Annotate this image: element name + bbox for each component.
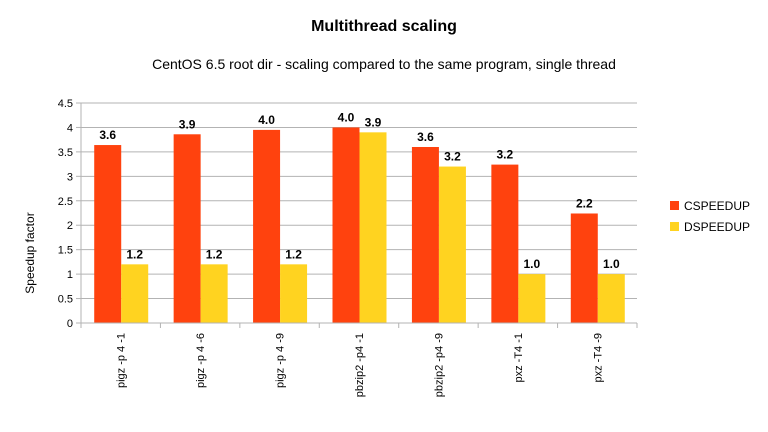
y-tick-label: 4.5	[58, 98, 73, 110]
x-category-label: pbzip2 -p4 -9	[433, 333, 445, 397]
y-tick-label: 0.5	[58, 294, 73, 306]
legend-swatch	[670, 222, 679, 231]
bar-cspeedup	[94, 145, 122, 323]
data-label: 3.2	[497, 148, 514, 162]
x-category-label: pbzip2 -p4 -1	[354, 333, 366, 397]
bar-cspeedup	[173, 134, 201, 323]
bar-dspeedup	[518, 274, 546, 323]
data-label: 3.9	[365, 115, 382, 129]
y-tick-label: 2	[67, 220, 73, 232]
data-label: 3.2	[444, 150, 461, 164]
data-label: 1.2	[285, 247, 302, 261]
bar-cspeedup	[253, 129, 281, 323]
chart-subtitle: CentOS 6.5 root dir - scaling compared t…	[152, 56, 616, 72]
y-tick-label: 1	[67, 269, 73, 281]
bar-cspeedup	[332, 127, 360, 323]
y-axis-title: Speedup factor	[23, 212, 37, 293]
bar-dspeedup	[359, 132, 387, 323]
x-category-label: pxz -T4 -1	[513, 333, 525, 383]
legend: CSPEEDUP DSPEEDUP	[670, 199, 750, 234]
chart-title: Multithread scaling	[311, 18, 457, 35]
data-label: 1.0	[603, 257, 620, 271]
bar-cspeedup	[491, 164, 519, 323]
data-label: 3.6	[417, 130, 434, 144]
data-labels: 3.6 1.2 3.9 1.2 4.0 1.2 4.0 3.9 3.6 3.2 3.2 1.0 2.2 1…	[99, 110, 620, 271]
data-label: 3.6	[99, 128, 116, 142]
bar-cspeedup	[570, 213, 598, 323]
bars	[94, 127, 625, 323]
y-tick-label: 2.5	[58, 196, 73, 208]
bar-dspeedup	[121, 264, 149, 323]
axes: 0 0.5 1 1.5 2 2.5 3 3.5 4 4.5 pigz -p 4 -1 pigz -p …	[58, 98, 638, 397]
y-tick-label: 3.5	[58, 147, 73, 159]
x-category-label: pigz -p 4 -6	[195, 333, 207, 388]
legend-swatch	[670, 201, 679, 210]
legend-label: CSPEEDUP	[684, 199, 750, 213]
data-label: 3.9	[179, 117, 196, 131]
legend-label: DSPEEDUP	[684, 220, 750, 234]
data-label: 2.2	[576, 196, 593, 210]
y-tick-label: 1.5	[58, 245, 73, 257]
y-tick-label: 3	[67, 171, 73, 183]
y-tick-label: 0	[67, 318, 73, 330]
data-label: 1.2	[126, 247, 143, 261]
bar-dspeedup	[597, 274, 625, 323]
data-label: 1.0	[524, 257, 541, 271]
x-category-label: pigz -p 4 -9	[275, 333, 287, 388]
x-category-label: pxz -T4 -9	[592, 333, 604, 383]
x-category-label: pigz -p 4 -1	[116, 333, 128, 388]
bar-dspeedup	[200, 264, 228, 323]
data-label: 1.2	[206, 247, 223, 261]
data-label: 4.0	[338, 110, 355, 124]
bar-cspeedup	[411, 147, 439, 323]
data-label: 4.0	[258, 113, 275, 127]
bar-dspeedup	[438, 166, 466, 323]
y-tick-label: 4	[67, 122, 73, 134]
bar-dspeedup	[280, 264, 308, 323]
